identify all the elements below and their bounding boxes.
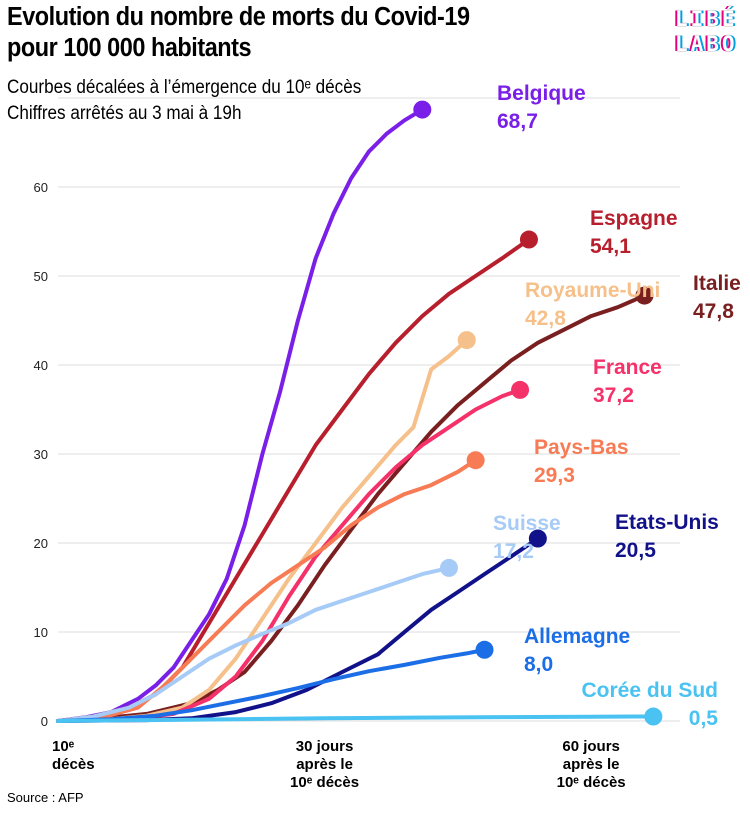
x-tick-label: 30 jours après le 10ᵉ décès	[290, 738, 359, 791]
chart-title: Evolution du nombre de morts du Covid-19…	[7, 2, 577, 64]
series-line-allemagne	[56, 647, 487, 723]
y-tick-label: 30	[34, 447, 48, 462]
y-tick-label: 20	[34, 536, 48, 551]
series-line-espagne	[56, 237, 531, 723]
series-name-suisse: Suisse	[493, 512, 561, 535]
series-value-italie: 47,8	[693, 300, 734, 323]
series-name-etats-unis: Etats-Unis	[615, 511, 719, 534]
series-value-france: 37,2	[593, 384, 634, 407]
series-endpoint-suisse	[439, 558, 458, 577]
series-line-coree-du-sud	[56, 714, 656, 723]
series-name-royaume-uni: Royaume-Uni	[525, 279, 660, 302]
chart-gridlines	[58, 97, 680, 722]
series-name-france: France	[593, 356, 662, 379]
series-line-italie	[56, 293, 647, 723]
libe-labo-logo: LIBÉ LABO	[675, 7, 738, 57]
chart-series	[56, 100, 663, 726]
y-tick-label: 10	[34, 625, 48, 640]
series-name-italie: Italie	[693, 272, 741, 295]
source-note: Source : AFP	[7, 790, 84, 805]
series-line-france	[56, 387, 523, 723]
y-tick-label: 60	[34, 180, 48, 195]
series-endpoint-pays-bas	[466, 451, 485, 470]
y-tick-label: 50	[34, 269, 48, 284]
series-value-espagne: 54,1	[590, 235, 631, 258]
series-line-suisse	[56, 565, 451, 723]
subtitle-line-1: Courbes décalées à l’émergence du 10ᵉ dé…	[7, 77, 362, 98]
y-axis-ticks: 0 10 20 30 40 50 60	[34, 180, 48, 729]
y-tick-label: 40	[34, 358, 48, 373]
chart-subtitle: Courbes décalées à l’émergence du 10ᵉ dé…	[7, 75, 475, 127]
x-tick-label: 60 jours après le 10ᵉ décès	[557, 738, 626, 791]
series-value-allemagne: 8,0	[524, 653, 553, 676]
series-endpoint-espagne	[519, 230, 538, 249]
series-endpoint-royaume-uni	[457, 331, 476, 350]
series-endpoint-france	[511, 380, 530, 399]
series-line-pays-bas	[56, 458, 478, 723]
series-endpoint-coree-du-sud	[644, 707, 663, 726]
series-line-etats-unis	[56, 536, 540, 723]
series-endpoint-etats-unis	[528, 529, 547, 548]
series-labels: Belgique 68,7 Espagne 54,1 Italie 47,8 Royaume…	[493, 82, 741, 730]
series-endpoint-belgique	[413, 100, 432, 119]
logo-line-1: LIBÉ	[675, 7, 738, 31]
series-line-belgique	[56, 107, 425, 723]
title-line-2: pour 100 000 habitants	[7, 34, 252, 62]
subtitle-line-2: Chiffres arrêtés au 3 mai à 19h	[7, 103, 242, 124]
series-value-belgique: 68,7	[497, 110, 538, 133]
series-name-espagne: Espagne	[590, 207, 678, 230]
series-value-suisse: 17,2	[493, 540, 534, 563]
series-name-belgique: Belgique	[497, 82, 586, 105]
x-tick-label: 10ᵉ décès	[52, 738, 95, 773]
series-value-pays-bas: 29,3	[534, 464, 575, 487]
series-name-coree-du-sud: Corée du Sud	[581, 679, 718, 702]
logo-line-2: LABO	[675, 32, 738, 56]
series-value-royaume-uni: 42,8	[525, 307, 566, 330]
series-endpoint-allemagne	[475, 640, 494, 659]
title-line-1: Evolution du nombre de morts du Covid-19	[7, 3, 470, 31]
series-value-etats-unis: 20,5	[615, 539, 656, 562]
series-endpoint-italie	[635, 286, 654, 305]
x-axis-ticks: 10ᵉ décès 30 jours après le 10ᵉ décès 60 jour…	[52, 738, 626, 791]
series-value-coree-du-sud: 0,5	[689, 707, 719, 730]
series-name-allemagne: Allemagne	[524, 625, 630, 648]
y-tick-label: 0	[41, 714, 48, 729]
series-name-pays-bas: Pays-Bas	[534, 436, 629, 459]
